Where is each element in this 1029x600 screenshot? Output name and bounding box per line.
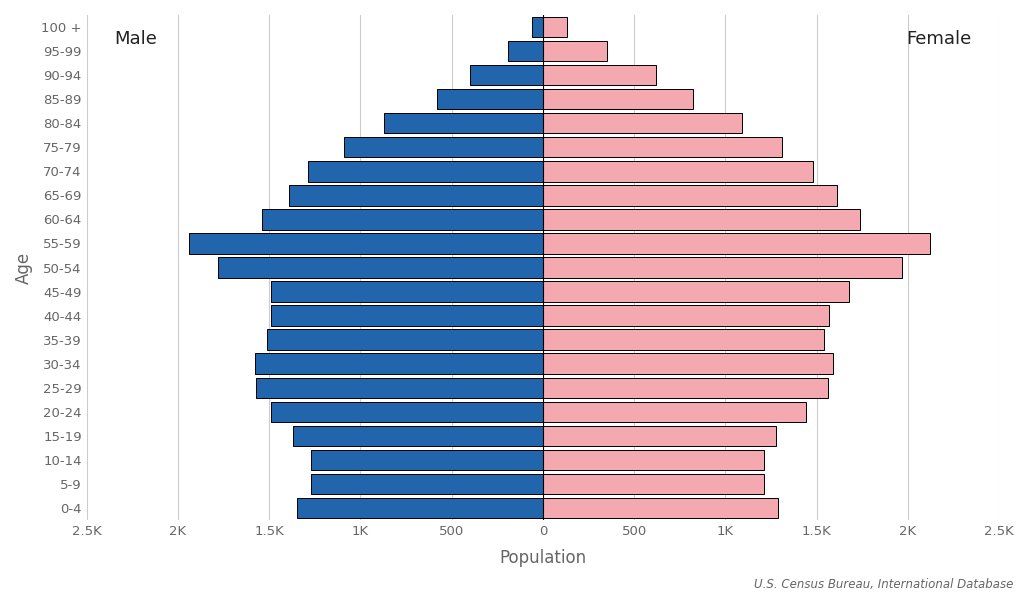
Y-axis label: Age: Age [15, 251, 33, 284]
Bar [543, 425, 777, 446]
Bar [289, 185, 543, 206]
Text: Male: Male [114, 30, 157, 48]
Bar [543, 257, 902, 278]
Bar [543, 209, 860, 230]
Bar [543, 233, 930, 254]
Bar [308, 161, 543, 182]
Bar [543, 185, 837, 206]
Bar [311, 449, 543, 470]
Bar [470, 65, 543, 85]
Bar [543, 498, 778, 518]
Bar [543, 329, 824, 350]
Bar [543, 113, 742, 133]
Bar [268, 329, 543, 350]
Bar [543, 305, 829, 326]
Bar [271, 401, 543, 422]
Text: U.S. Census Bureau, International Database: U.S. Census Bureau, International Databa… [754, 578, 1014, 591]
Bar [543, 137, 782, 157]
Text: Female: Female [907, 30, 971, 48]
Bar [293, 425, 543, 446]
Bar [543, 17, 567, 37]
Bar [543, 377, 827, 398]
Bar [384, 113, 543, 133]
Bar [437, 89, 543, 109]
Bar [344, 137, 543, 157]
Bar [543, 161, 813, 182]
Bar [256, 377, 543, 398]
Bar [532, 17, 543, 37]
Bar [296, 498, 543, 518]
Bar [543, 89, 693, 109]
Bar [543, 281, 850, 302]
Bar [543, 41, 607, 61]
X-axis label: Population: Population [499, 549, 587, 567]
Bar [271, 281, 543, 302]
Bar [189, 233, 543, 254]
Bar [543, 65, 657, 85]
Bar [543, 474, 764, 494]
Bar [262, 209, 543, 230]
Bar [543, 449, 764, 470]
Bar [254, 353, 543, 374]
Bar [543, 353, 833, 374]
Bar [218, 257, 543, 278]
Bar [508, 41, 543, 61]
Bar [271, 305, 543, 326]
Bar [543, 401, 806, 422]
Bar [311, 474, 543, 494]
